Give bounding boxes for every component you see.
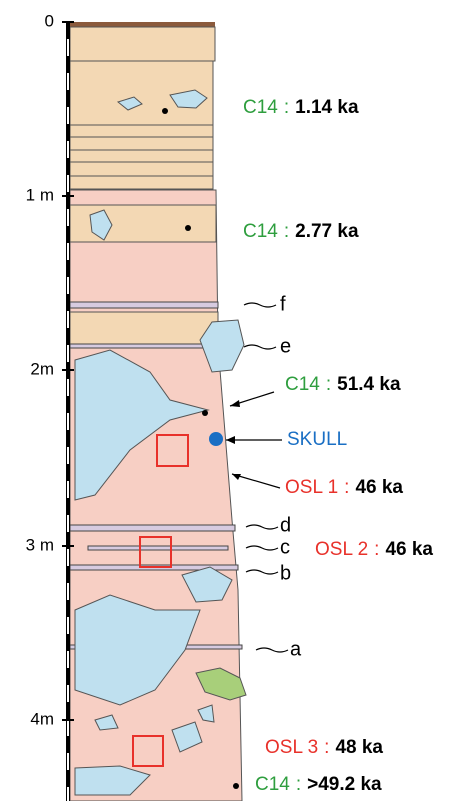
layer-label: b (280, 562, 291, 584)
arrowhead (232, 474, 241, 480)
layer-label: f (280, 293, 286, 315)
depth-label: 1 m (26, 185, 54, 204)
dating-method: OSL 3 (265, 737, 318, 758)
age: 2.77 ka (295, 221, 359, 242)
separator: : (284, 221, 289, 242)
skull-marker (209, 432, 223, 446)
arrowhead (230, 400, 240, 407)
sample-label: OSL 3:48 ka (265, 737, 383, 758)
skull-label: SKULL (287, 429, 347, 450)
sand-layer (70, 312, 218, 345)
sample-label: OSL 1:46 ka (285, 477, 403, 498)
age: 51.4 ka (337, 374, 401, 395)
dating-method: OSL 1 (285, 477, 338, 498)
depth-label: 0 (45, 11, 54, 30)
layer-c (88, 546, 228, 550)
silt-layer (70, 190, 242, 801)
depth-label: 3 m (26, 535, 54, 554)
sand-layer (70, 27, 215, 61)
layer-label: c (280, 536, 290, 558)
dating-method: C14 (243, 221, 278, 242)
age: 46 ka (385, 539, 433, 560)
layer-label: a (290, 638, 302, 660)
dating-method: C14 (243, 97, 278, 118)
sample-label: OSL 2:46 ka (315, 539, 433, 560)
separator: : (374, 539, 379, 560)
separator: : (296, 774, 301, 795)
separator: : (326, 374, 331, 395)
topsoil (70, 22, 215, 27)
sample-label: C14:2.77 ka (243, 221, 359, 242)
sand-layer (70, 162, 213, 176)
sand-layer (70, 150, 213, 162)
layer-label: d (280, 514, 291, 536)
sample-label: C14: >49.2 ka (255, 774, 382, 795)
sand-layer (70, 125, 213, 137)
separator: : (344, 477, 349, 498)
sample-label: C14:1.14 ka (243, 97, 359, 118)
separator: : (324, 737, 329, 758)
arrowhead (226, 436, 235, 444)
c14-sample-dot (162, 108, 168, 114)
dating-method: C14 (255, 774, 290, 795)
age: 48 ka (335, 737, 383, 758)
sand-layer (70, 176, 213, 189)
c14-sample-dot (185, 225, 191, 231)
sand-layer (70, 137, 213, 150)
stratigraphic-column: 01 m2m3 m4mfedcbaC14:1.14 kaC14:2.77 kaC… (0, 0, 466, 801)
separator: : (284, 97, 289, 118)
age: >49.2 ka (307, 774, 382, 795)
depth-label: 2m (30, 359, 54, 378)
age: 46 ka (355, 477, 403, 498)
c14-sample-dot (202, 410, 208, 416)
dating-method: C14 (285, 374, 320, 395)
dating-method: OSL 2 (315, 539, 368, 560)
age: 1.14 ka (295, 97, 359, 118)
sample-label: C14:51.4 ka (285, 374, 401, 395)
layer-d (70, 525, 235, 531)
layer-e (70, 344, 220, 348)
c14-sample-dot (233, 783, 239, 789)
depth-label: 4m (30, 709, 54, 728)
layer-f (70, 302, 218, 308)
layer-label: e (280, 335, 291, 357)
